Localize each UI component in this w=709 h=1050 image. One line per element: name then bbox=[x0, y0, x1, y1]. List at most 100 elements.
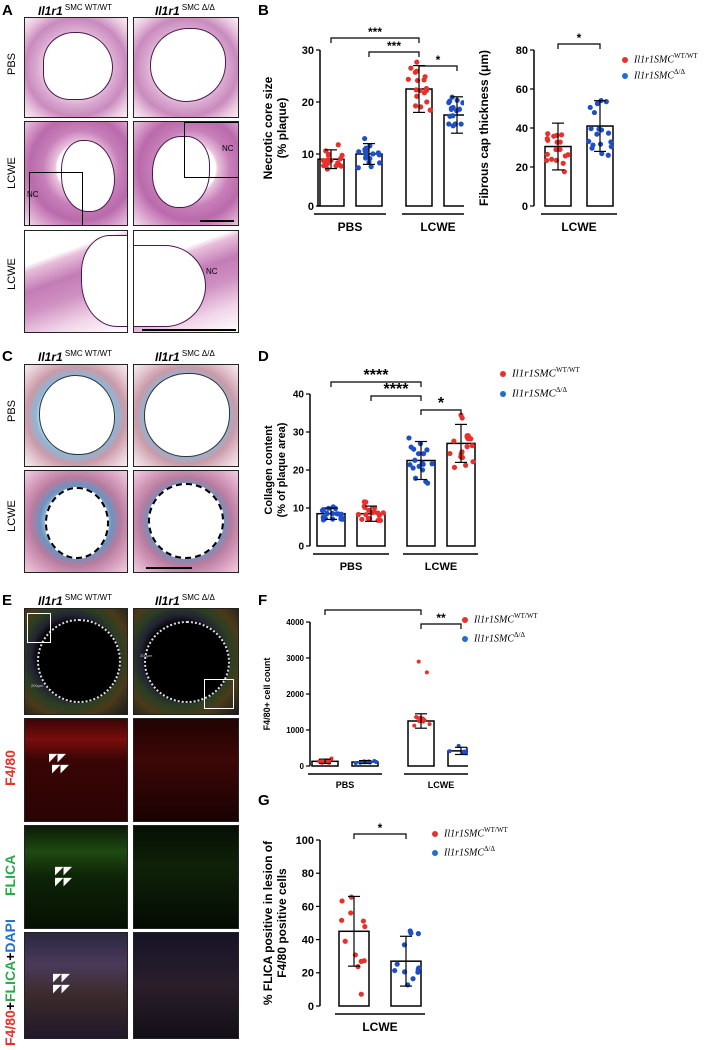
row-label-lcwe: LCWE bbox=[6, 500, 18, 532]
data-point bbox=[415, 715, 420, 720]
x-tick-label: PBS bbox=[340, 561, 363, 573]
data-point bbox=[608, 144, 614, 150]
micrograph-f480-ko bbox=[133, 718, 239, 822]
data-point bbox=[411, 446, 417, 452]
y-tick-label: 20 bbox=[293, 466, 305, 477]
arrow-icon: ◤◤ ◤◤ bbox=[49, 752, 69, 775]
y-tick-label: 20 bbox=[302, 968, 314, 980]
y-tick-label: 80 bbox=[302, 868, 314, 880]
inset-box bbox=[27, 613, 51, 643]
significance-bracket bbox=[353, 833, 407, 839]
micrograph-fluor-overview-wt: 200μm bbox=[24, 608, 128, 715]
legend-item-wt: Il1r1SMCWT/WT bbox=[500, 366, 580, 380]
legend-b: Il1r1SMCWT/WT Il1r1SMCΔ/Δ bbox=[622, 52, 698, 82]
data-point bbox=[462, 749, 467, 754]
micrograph-sirius-pbs-wt bbox=[24, 364, 128, 467]
x-tick-label: LCWE bbox=[425, 561, 457, 573]
data-point bbox=[359, 516, 365, 522]
data-point bbox=[317, 759, 322, 764]
legend-f: Il1r1SMCWT/WT Il1r1SMCΔ/Δ bbox=[462, 612, 538, 645]
micrograph-fluor-overview-ko: 200μm bbox=[133, 608, 239, 715]
data-point bbox=[557, 139, 563, 145]
micrograph-he-pbs-ko bbox=[133, 17, 239, 118]
legend-dot-wt bbox=[432, 831, 438, 838]
data-point bbox=[465, 747, 468, 752]
panel-label-d: D bbox=[258, 348, 269, 365]
arrow-icon: ◤◤ ◤◤ bbox=[55, 865, 72, 888]
merge-green: FLICA bbox=[2, 960, 18, 1002]
merge-plus: + bbox=[2, 1002, 18, 1011]
y-tick-label: 30 bbox=[302, 45, 314, 57]
legend-g: Il1r1SMCWT/WT Il1r1SMCΔ/Δ bbox=[432, 826, 508, 859]
inset-box bbox=[184, 122, 238, 178]
genotype-gene: Il1r1 bbox=[155, 350, 180, 364]
data-point bbox=[427, 107, 433, 113]
y-tick-label: 0 bbox=[300, 762, 305, 771]
significance-bracket bbox=[368, 51, 420, 57]
data-point bbox=[375, 517, 381, 523]
row-label-merge: F4/80+FLICA+DAPI bbox=[2, 919, 18, 1046]
legend-item-wt: Il1r1SMCWT/WT bbox=[432, 826, 508, 839]
data-point bbox=[410, 976, 416, 982]
significance-label: * bbox=[436, 53, 441, 67]
significance-label: * bbox=[378, 821, 383, 835]
legend-d: Il1r1SMCWT/WT Il1r1SMCΔ/Δ bbox=[500, 366, 580, 399]
data-point bbox=[337, 156, 344, 162]
data-point bbox=[416, 659, 421, 664]
data-point bbox=[413, 87, 419, 93]
data-point bbox=[365, 516, 371, 522]
micrograph-sirius-lcwe-wt bbox=[24, 470, 128, 573]
data-point bbox=[594, 101, 600, 107]
y-axis-label: (% plaque) bbox=[275, 98, 289, 159]
genotype-sup: SMC WT/WT bbox=[62, 3, 113, 12]
bar bbox=[443, 114, 464, 207]
x-tick-label: PBS bbox=[338, 220, 363, 234]
chart-necrotic-core: 0 10 20 30 Necrotic core size (% plaque) PBS LC… bbox=[261, 25, 464, 234]
data-point bbox=[376, 160, 383, 166]
data-point bbox=[323, 148, 329, 154]
data-point bbox=[325, 152, 332, 158]
data-point bbox=[554, 132, 560, 138]
panel-label-b: B bbox=[258, 2, 269, 19]
data-point bbox=[339, 898, 345, 904]
data-point bbox=[362, 135, 368, 142]
y-tick-label: 60 bbox=[516, 84, 528, 96]
legend-sup: Δ/Δ bbox=[484, 845, 495, 854]
chart-flica: 0 20 40 60 80 100 % FLICA positive in lesion o… bbox=[261, 821, 425, 1034]
data-point bbox=[589, 145, 595, 151]
legend-sup: WT/WT bbox=[674, 52, 698, 60]
data-point bbox=[420, 461, 426, 467]
data-point bbox=[464, 444, 470, 450]
y-tick-label: 0 bbox=[298, 542, 304, 553]
data-point bbox=[424, 670, 429, 675]
data-point bbox=[358, 991, 364, 997]
significance-label: *** bbox=[387, 39, 401, 53]
genotype-sup: SMC Δ/Δ bbox=[179, 593, 215, 602]
data-point bbox=[588, 126, 594, 132]
genotype-gene: Il1r1 bbox=[38, 594, 63, 608]
arrow-icon: ◤◤ ◤◤ bbox=[53, 972, 70, 995]
legend-dot-wt bbox=[500, 371, 506, 378]
legend-sup: WT/WT bbox=[484, 826, 508, 834]
panel-label-f: F bbox=[258, 592, 268, 609]
scale-bar bbox=[146, 567, 192, 569]
data-point bbox=[412, 103, 419, 109]
data-point bbox=[587, 104, 593, 111]
y-tick-label: 20 bbox=[516, 162, 528, 174]
row-label-lcwe: LCWE bbox=[6, 157, 18, 189]
column-header-ko: Il1r1 SMC Δ/Δ bbox=[155, 349, 215, 364]
legend-sup: Δ/Δ bbox=[514, 631, 525, 640]
inset-box bbox=[204, 679, 234, 709]
micrograph-he-lcwe-wt: NC bbox=[24, 121, 128, 226]
chart-f480-count: 0 1000 2000 3000 4000 F4/80+ cell count PBS LCW… bbox=[262, 608, 468, 788]
data-point bbox=[608, 139, 614, 145]
significance-label: *** bbox=[368, 25, 382, 39]
data-point bbox=[417, 719, 422, 724]
y-tick-label: 2000 bbox=[286, 690, 304, 699]
data-point bbox=[335, 511, 342, 517]
data-point bbox=[460, 100, 464, 106]
significance-label: **** bbox=[364, 367, 390, 384]
data-point bbox=[423, 85, 430, 92]
legend-label: Il1r1SMC bbox=[634, 54, 674, 66]
x-tick-label: PBS bbox=[336, 780, 355, 788]
